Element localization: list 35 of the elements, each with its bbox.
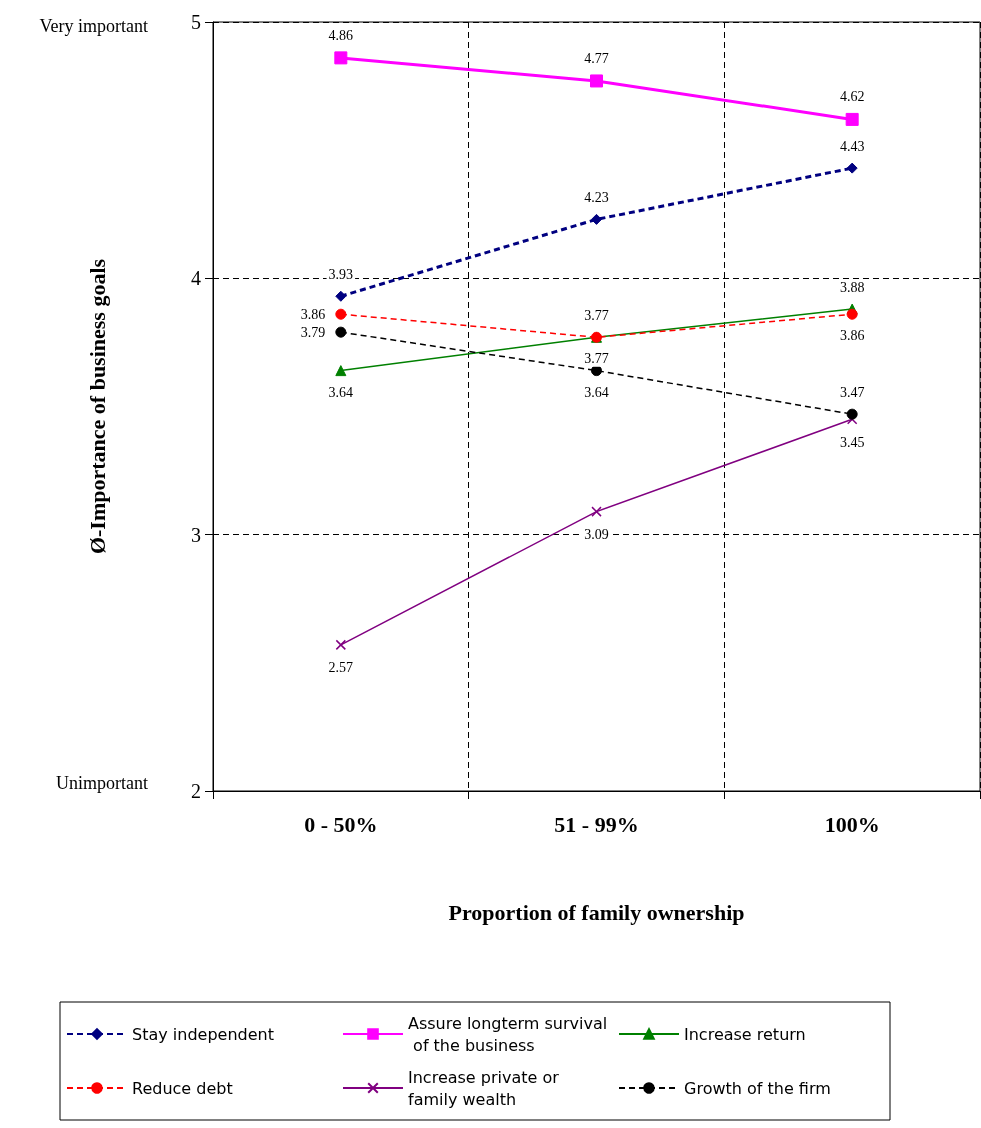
y-tick-label: 4 bbox=[191, 267, 201, 290]
data-label: 3.86 bbox=[300, 306, 326, 322]
data-label: 3.09 bbox=[584, 527, 609, 543]
x-tick-label: 0 - 50% bbox=[304, 811, 378, 837]
data-label: 3.64 bbox=[328, 384, 354, 400]
data-label: 3.77 bbox=[584, 308, 609, 324]
legend-label: Reduce debt bbox=[132, 1078, 233, 1098]
legend-label: Increase return bbox=[684, 1024, 806, 1044]
data-label: 3.64 bbox=[584, 384, 609, 400]
data-label: 4.62 bbox=[839, 89, 865, 105]
y-axis-title: Ø-Importance of business goals bbox=[84, 258, 110, 555]
data-label: 4.23 bbox=[584, 190, 609, 206]
x-tick-label: 51 - 99% bbox=[554, 811, 639, 837]
y-tick-label: 2 bbox=[191, 780, 201, 802]
data-label: 3.93 bbox=[328, 267, 354, 283]
data-label: 3.79 bbox=[300, 324, 326, 340]
data-label: 4.77 bbox=[584, 50, 609, 66]
data-label: 4.86 bbox=[328, 27, 354, 43]
data-label: 3.47 bbox=[839, 385, 865, 401]
y-tick-label: 3 bbox=[191, 523, 201, 546]
data-label: 4.43 bbox=[839, 139, 865, 155]
x-axis-title: Proportion of family ownership bbox=[448, 899, 745, 925]
data-label: 3.45 bbox=[839, 434, 865, 450]
data-label: 3.88 bbox=[839, 280, 865, 296]
data-label: 3.86 bbox=[839, 328, 865, 344]
text: Unimportant bbox=[56, 773, 148, 793]
data-label: 3.77 bbox=[584, 351, 609, 367]
text: Very important bbox=[39, 16, 148, 36]
legend-label: Increase private or family wealth bbox=[408, 1067, 564, 1109]
legend-label: Growth of the firm bbox=[684, 1078, 831, 1098]
data-label: 2.57 bbox=[328, 660, 354, 676]
x-tick-label: 100% bbox=[824, 811, 880, 837]
legend-label: Assure longterm survival of the business bbox=[408, 1013, 608, 1055]
y-tick-label: 5 bbox=[191, 11, 201, 33]
legend-label: Stay independent bbox=[132, 1024, 274, 1044]
